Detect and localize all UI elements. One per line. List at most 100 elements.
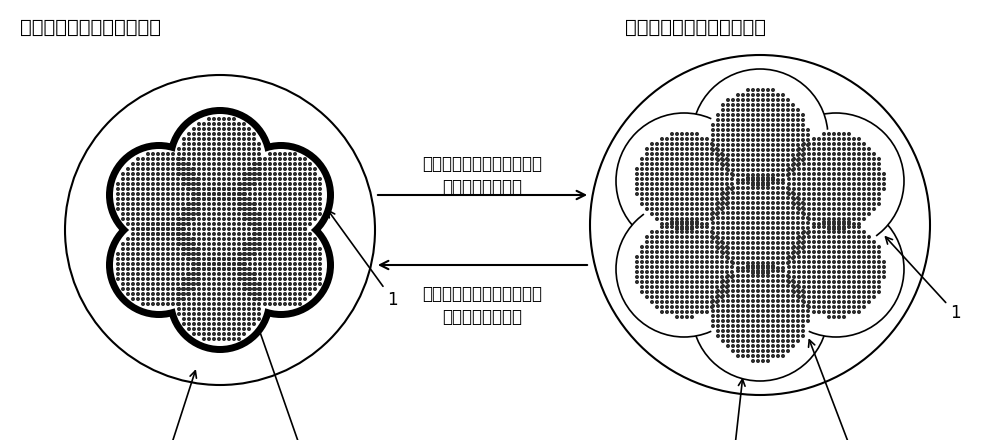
Circle shape: [803, 236, 805, 238]
Circle shape: [706, 203, 708, 205]
Circle shape: [696, 301, 698, 303]
Circle shape: [772, 177, 774, 180]
Circle shape: [193, 158, 195, 160]
Circle shape: [772, 265, 774, 267]
Circle shape: [254, 163, 256, 165]
Circle shape: [223, 293, 225, 295]
Circle shape: [772, 154, 774, 156]
Circle shape: [762, 280, 764, 282]
Circle shape: [192, 183, 194, 185]
Circle shape: [198, 143, 200, 145]
Circle shape: [828, 223, 830, 225]
Circle shape: [787, 257, 789, 259]
Circle shape: [808, 188, 810, 190]
Circle shape: [243, 158, 245, 160]
Circle shape: [863, 163, 865, 165]
Circle shape: [848, 138, 850, 140]
Circle shape: [187, 288, 189, 290]
Circle shape: [722, 280, 724, 282]
Circle shape: [228, 117, 230, 120]
Circle shape: [192, 282, 194, 285]
Circle shape: [747, 315, 749, 317]
Circle shape: [198, 323, 200, 325]
Circle shape: [732, 262, 734, 264]
Circle shape: [747, 177, 749, 180]
Circle shape: [722, 304, 724, 307]
Circle shape: [717, 222, 719, 224]
Circle shape: [192, 178, 194, 180]
Circle shape: [269, 193, 271, 195]
Circle shape: [259, 198, 261, 200]
Circle shape: [813, 291, 815, 293]
Circle shape: [147, 168, 149, 170]
Circle shape: [147, 268, 149, 270]
Circle shape: [172, 223, 174, 225]
Circle shape: [843, 198, 845, 200]
Circle shape: [823, 143, 825, 145]
Circle shape: [797, 237, 799, 239]
Circle shape: [732, 275, 734, 277]
Circle shape: [152, 282, 154, 285]
Circle shape: [828, 143, 830, 145]
Circle shape: [767, 227, 769, 229]
Circle shape: [661, 260, 663, 263]
Circle shape: [767, 207, 769, 209]
Circle shape: [752, 99, 754, 101]
Circle shape: [848, 296, 850, 298]
Circle shape: [762, 290, 764, 292]
Circle shape: [878, 198, 880, 200]
Circle shape: [188, 223, 190, 225]
Circle shape: [716, 172, 718, 175]
Circle shape: [127, 223, 129, 225]
Circle shape: [671, 231, 673, 233]
Circle shape: [828, 226, 830, 228]
Circle shape: [731, 183, 733, 185]
Circle shape: [203, 193, 205, 195]
Circle shape: [183, 282, 185, 285]
Circle shape: [651, 153, 653, 155]
Circle shape: [147, 163, 149, 165]
Circle shape: [188, 143, 190, 145]
Circle shape: [772, 335, 774, 337]
Circle shape: [792, 164, 794, 166]
Circle shape: [228, 203, 230, 205]
Circle shape: [853, 183, 855, 185]
Circle shape: [299, 178, 301, 180]
Circle shape: [289, 303, 291, 305]
Circle shape: [289, 223, 291, 225]
Circle shape: [737, 242, 739, 244]
Circle shape: [686, 183, 688, 185]
Circle shape: [661, 153, 663, 155]
Circle shape: [782, 300, 784, 302]
Circle shape: [797, 149, 799, 151]
Circle shape: [646, 281, 648, 283]
Circle shape: [264, 213, 266, 215]
Circle shape: [279, 188, 281, 190]
Circle shape: [792, 169, 794, 171]
Circle shape: [727, 257, 729, 259]
Circle shape: [676, 286, 678, 288]
Circle shape: [813, 223, 815, 225]
Circle shape: [747, 159, 749, 161]
Circle shape: [213, 308, 215, 310]
Circle shape: [858, 198, 860, 200]
Circle shape: [742, 315, 744, 317]
Circle shape: [137, 223, 139, 225]
Circle shape: [147, 172, 149, 175]
Circle shape: [142, 178, 144, 180]
Circle shape: [646, 178, 648, 180]
Circle shape: [726, 158, 728, 160]
Circle shape: [152, 268, 154, 270]
Circle shape: [712, 216, 714, 219]
Circle shape: [843, 266, 845, 268]
Circle shape: [244, 268, 246, 270]
Circle shape: [691, 153, 693, 155]
Circle shape: [777, 164, 779, 166]
Circle shape: [792, 335, 794, 337]
Circle shape: [868, 208, 870, 210]
Circle shape: [248, 233, 250, 235]
Circle shape: [757, 330, 759, 332]
Circle shape: [213, 288, 215, 290]
Circle shape: [767, 179, 769, 181]
Circle shape: [747, 270, 749, 272]
